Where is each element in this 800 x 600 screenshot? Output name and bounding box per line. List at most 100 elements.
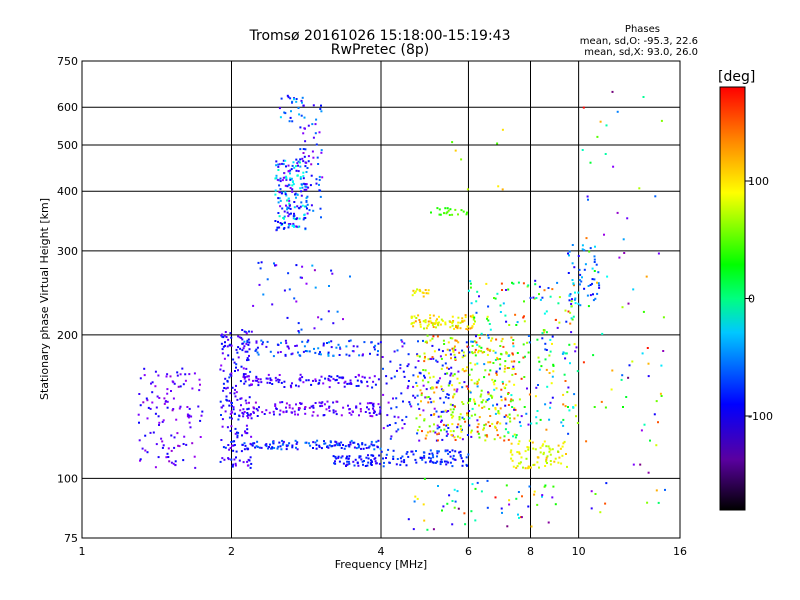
data-point	[533, 297, 536, 300]
data-point	[287, 226, 290, 229]
data-point	[444, 353, 447, 356]
data-point	[172, 408, 175, 410]
data-point	[549, 350, 552, 353]
data-point	[219, 400, 222, 403]
data-point	[449, 430, 452, 433]
colorbar-tick-label: 100	[748, 175, 769, 188]
data-point	[229, 447, 232, 449]
data-point	[345, 345, 348, 348]
data-point	[327, 310, 330, 313]
data-point	[442, 410, 445, 413]
data-point	[255, 377, 258, 379]
data-point	[457, 507, 460, 510]
data-point	[230, 372, 233, 375]
data-point	[304, 183, 307, 186]
data-point	[265, 409, 268, 412]
data-point	[545, 458, 548, 461]
data-point	[305, 205, 307, 208]
data-point	[227, 444, 230, 446]
data-point	[164, 400, 167, 403]
data-point	[434, 461, 437, 464]
x-axis-ticks: 1 2 4 6 8 10 16	[79, 545, 688, 558]
data-point	[411, 294, 414, 297]
data-point	[423, 376, 426, 379]
data-point	[482, 428, 485, 431]
data-point	[289, 116, 292, 119]
data-point	[518, 398, 521, 401]
data-point	[541, 337, 544, 340]
data-point	[590, 490, 593, 493]
data-point	[248, 384, 251, 387]
data-point	[283, 380, 286, 383]
data-point	[433, 413, 436, 416]
data-point	[277, 165, 280, 168]
data-point	[358, 444, 361, 447]
data-point	[304, 185, 307, 188]
data-point	[328, 409, 331, 412]
data-point	[494, 426, 497, 429]
data-point	[439, 323, 442, 326]
data-point	[181, 367, 184, 370]
data-point	[230, 425, 233, 428]
data-point	[586, 294, 589, 297]
data-point	[382, 367, 384, 370]
data-point	[176, 374, 179, 377]
data-point	[611, 369, 614, 372]
data-point	[278, 197, 281, 200]
data-point	[514, 313, 517, 316]
data-point	[228, 399, 231, 402]
data-point	[457, 316, 460, 319]
data-point	[483, 376, 486, 379]
data-point	[288, 406, 291, 409]
data-point	[420, 392, 423, 395]
data-point	[173, 446, 176, 449]
data-point	[445, 430, 448, 433]
data-point	[435, 319, 438, 322]
data-point	[303, 345, 306, 348]
data-point	[452, 374, 455, 377]
data-point	[583, 268, 586, 271]
chart-subtitle: RwPretec (8p)	[331, 42, 429, 58]
data-point	[406, 387, 409, 390]
data-point	[485, 282, 488, 285]
data-point	[440, 410, 443, 413]
data-point	[506, 525, 509, 528]
data-point	[337, 382, 340, 384]
data-point	[415, 450, 417, 452]
data-point	[235, 456, 237, 459]
data-point	[332, 411, 335, 414]
data-point	[328, 341, 330, 344]
data-point	[193, 455, 196, 458]
data-point	[231, 411, 234, 414]
data-point	[280, 224, 283, 226]
data-point	[377, 350, 379, 353]
data-point	[544, 358, 547, 361]
data-point	[574, 297, 577, 300]
data-point	[229, 392, 232, 395]
data-point	[444, 207, 447, 210]
data-point	[510, 336, 513, 339]
data-point	[507, 393, 509, 395]
data-point	[541, 444, 544, 447]
data-point	[320, 375, 323, 378]
data-point	[226, 380, 229, 383]
data-point	[558, 321, 561, 324]
data-point	[632, 288, 635, 291]
data-point	[275, 160, 278, 163]
data-point	[321, 401, 324, 404]
data-point	[396, 458, 399, 460]
data-point	[522, 282, 525, 285]
data-point	[292, 222, 295, 225]
data-point	[285, 204, 287, 207]
data-point	[242, 367, 245, 370]
data-point	[327, 379, 330, 382]
data-point	[166, 373, 169, 376]
data-point	[432, 322, 434, 325]
data-point	[322, 344, 325, 347]
data-point	[326, 342, 328, 344]
data-point	[457, 324, 460, 327]
data-point	[519, 424, 522, 427]
data-point	[592, 299, 595, 302]
data-point	[325, 408, 328, 411]
data-point	[162, 444, 165, 447]
